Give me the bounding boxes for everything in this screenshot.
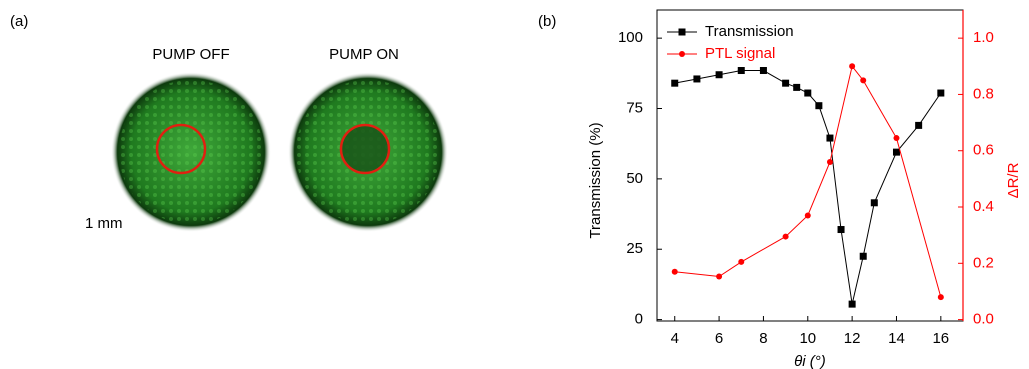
marker (826, 158, 833, 165)
y-tick-label: 100 (618, 29, 643, 46)
y-tick-label: 25 (626, 240, 643, 257)
x-tick-label: 14 (888, 330, 905, 347)
marker (815, 102, 823, 110)
marker (804, 89, 812, 97)
spot-image-on (288, 72, 448, 232)
marker (804, 212, 811, 219)
marker (849, 63, 856, 70)
x-tick-label: 4 (671, 330, 679, 347)
series-line (674, 65, 942, 298)
y-tick-label: 75 (626, 99, 643, 116)
y-tick-label: 0 (635, 311, 643, 328)
y2-axis-label: ΔR/R (1005, 162, 1022, 198)
marker (671, 79, 679, 87)
series-line (674, 70, 942, 305)
x-tick-label: 8 (759, 330, 767, 347)
marker (937, 294, 944, 301)
marker (693, 75, 701, 83)
legend-marker (679, 51, 685, 57)
marker (892, 148, 900, 156)
marker (893, 135, 900, 142)
marker (782, 233, 789, 240)
legend-label: Transmission (705, 23, 794, 40)
y-axis-label: Transmission (%) (587, 122, 604, 238)
marker (716, 273, 723, 280)
legend-label: PTL signal (705, 45, 775, 62)
y2-tick-label: 0.0 (973, 311, 994, 328)
y2-tick-label: 1.0 (973, 29, 994, 46)
panel-label: (b) (538, 13, 556, 30)
panel-label: (a) (10, 13, 28, 30)
x-tick-label: 10 (799, 330, 816, 347)
marker (860, 77, 867, 84)
marker (738, 258, 745, 265)
y-tick-label: 50 (626, 170, 643, 187)
x-axis-label: θi (°) (794, 353, 826, 369)
marker (737, 67, 745, 75)
y2-tick-label: 0.6 (973, 142, 994, 159)
marker (759, 67, 767, 75)
x-tick-label: 6 (715, 330, 723, 347)
y2-tick-label: 0.4 (973, 198, 994, 215)
y2-tick-label: 0.2 (973, 254, 994, 271)
marker (848, 300, 856, 308)
scale-label: 1 mm (85, 215, 123, 232)
legend-marker (678, 28, 686, 36)
marker (793, 83, 801, 91)
caption: PUMP OFF (152, 46, 229, 63)
marker (715, 71, 723, 79)
marker (826, 134, 834, 142)
marker (671, 268, 678, 275)
y2-tick-label: 0.8 (973, 85, 994, 102)
marker (915, 121, 923, 129)
x-tick-label: 12 (844, 330, 861, 347)
marker (937, 89, 945, 97)
caption: PUMP ON (329, 46, 399, 63)
marker (870, 199, 878, 207)
marker (859, 252, 867, 260)
x-tick-label: 16 (932, 330, 949, 347)
marker (782, 79, 790, 87)
marker (837, 226, 845, 234)
spot-image-off (111, 72, 271, 232)
